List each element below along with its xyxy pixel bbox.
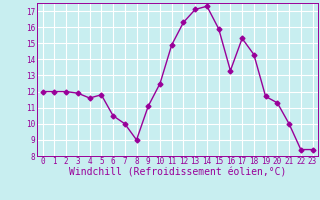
X-axis label: Windchill (Refroidissement éolien,°C): Windchill (Refroidissement éolien,°C) <box>69 168 286 178</box>
